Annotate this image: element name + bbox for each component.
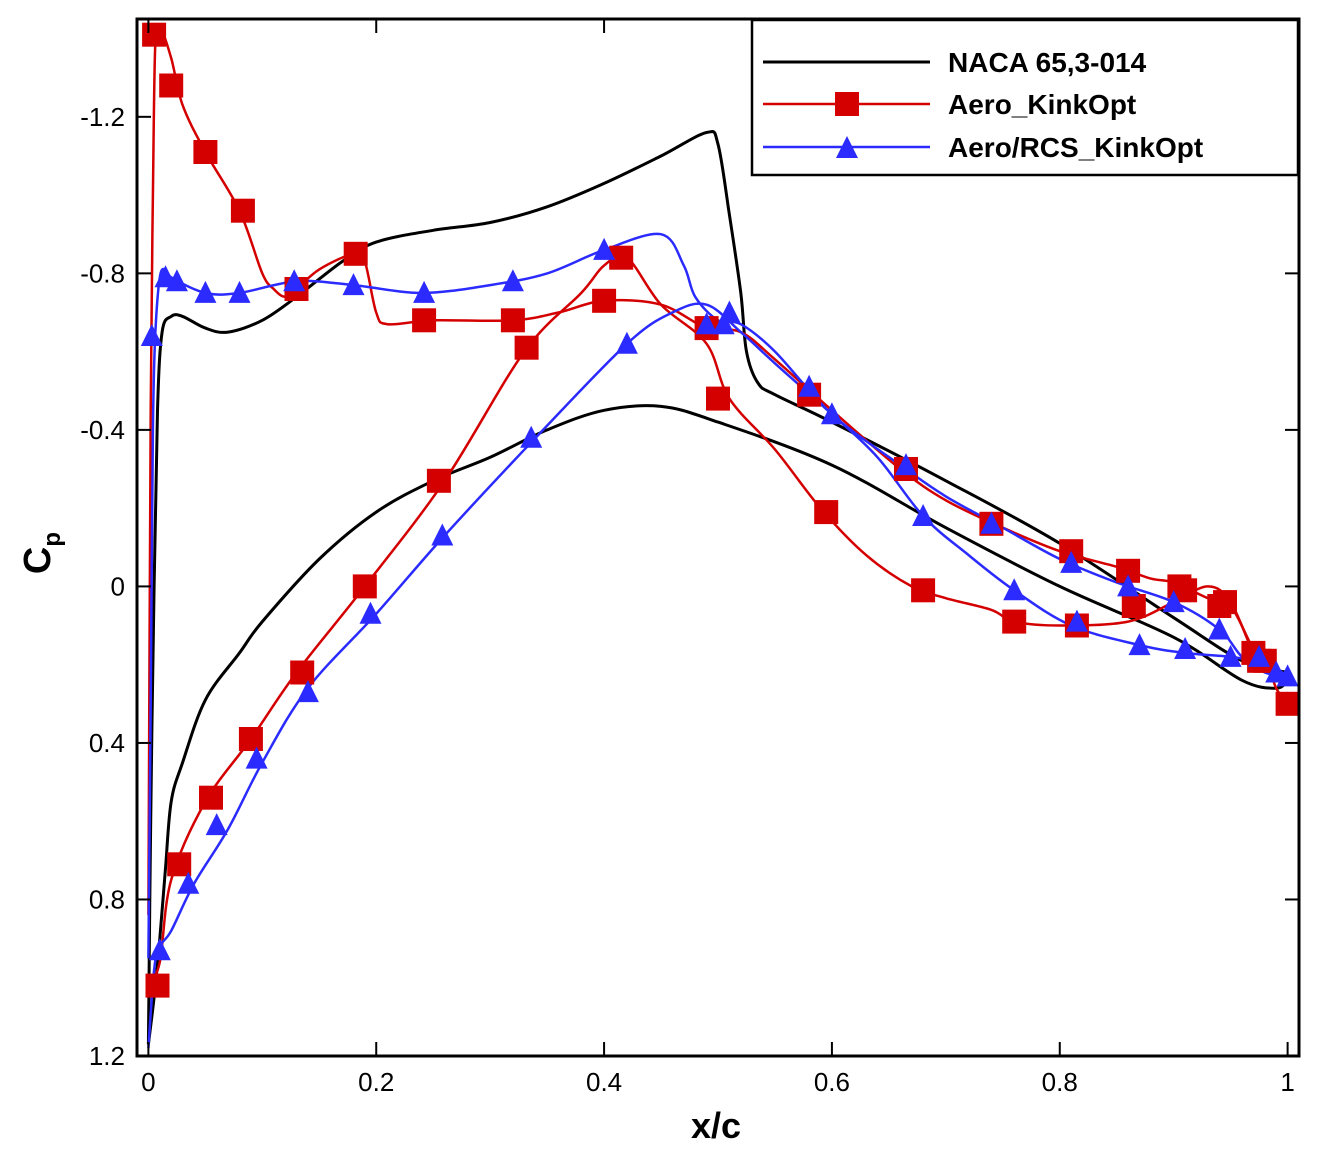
marker-aero-rcs-kinkopt xyxy=(895,453,917,476)
marker-aero-rcs-kinkopt xyxy=(140,324,163,346)
marker-aero-rcs-kinkopt xyxy=(1128,633,1151,656)
x-tick-label: 0.2 xyxy=(358,1067,394,1097)
marker-aero-kinkopt xyxy=(142,22,167,47)
marker-aero-kinkopt xyxy=(199,785,223,810)
y-tick-label: -0.4 xyxy=(80,415,125,445)
marker-aero-rcs-kinkopt xyxy=(296,680,319,703)
legend-marker-aero xyxy=(835,92,859,116)
marker-aero-rcs-kinkopt xyxy=(1248,644,1271,667)
marker-aero-kinkopt xyxy=(343,241,368,266)
series-naca-curve-lower xyxy=(146,404,1289,1045)
marker-aero-rcs-kinkopt xyxy=(359,601,382,624)
marker-aero-kinkopt xyxy=(290,660,315,685)
marker-aero-kinkopt xyxy=(352,574,377,599)
marker-aero-rcs-kinkopt xyxy=(520,425,543,448)
marker-aero-rcs-kinkopt xyxy=(205,813,228,836)
marker-aero-rcs-kinkopt xyxy=(413,280,436,303)
marker-aero-kinkopt xyxy=(145,973,170,998)
tick-layer: 0 0.2 0.4 0.6 0.8 1 -1.2 -0.8 -0.4 0 0.4 0.8 1.2 xyxy=(80,19,1299,1097)
marker-aero-rcs-kinkopt xyxy=(1219,644,1242,667)
marker-aero-rcs-kinkopt xyxy=(165,269,188,292)
legend: NACA 65,3-014 Aero_KinkOpt Aero/RCS_Kink… xyxy=(750,18,1300,177)
y-axis-title: Cp xyxy=(17,532,66,574)
marker-aero-rcs-kinkopt xyxy=(431,523,454,546)
marker-aero-rcs-kinkopt xyxy=(980,511,1003,534)
x-tick-label: 1 xyxy=(1280,1067,1294,1097)
marker-aero-kinkopt xyxy=(814,500,839,525)
legend-marker-aero-rcs xyxy=(836,136,858,158)
marker-aero-rcs-kinkopt xyxy=(228,280,251,303)
marker-aero-kinkopt xyxy=(230,198,255,223)
marker-aero-rcs-kinkopt xyxy=(593,237,616,260)
marker-aero-kinkopt xyxy=(426,468,451,493)
x-tick-label: 0.6 xyxy=(814,1067,850,1097)
marker-aero-kinkopt xyxy=(500,308,525,333)
marker-aero-rcs-kinkopt xyxy=(1208,617,1231,640)
x-axis-title: x/c xyxy=(691,1105,741,1146)
plot-frame xyxy=(135,17,1301,1058)
marker-aero-rcs-kinkopt xyxy=(1174,637,1197,659)
x-tick-label: 0 xyxy=(141,1067,155,1097)
marker-aero-kinkopt xyxy=(514,335,539,360)
marker-aero-rcs-kinkopt xyxy=(342,273,365,296)
marker-aero-rcs-kinkopt xyxy=(177,871,200,894)
y-tick-label: 0.8 xyxy=(89,884,125,914)
marker-aero-rcs-kinkopt xyxy=(712,312,735,335)
marker-aero-kinkopt xyxy=(1275,691,1300,716)
marker-aero-kinkopt xyxy=(193,140,218,164)
marker-layer xyxy=(140,22,1300,998)
marker-aero-rcs-kinkopt xyxy=(194,280,217,303)
marker-aero-kinkopt xyxy=(592,288,617,313)
marker-aero-rcs-kinkopt xyxy=(148,938,171,961)
marker-aero-rcs-kinkopt xyxy=(283,269,306,292)
marker-aero-rcs-kinkopt xyxy=(798,374,821,397)
marker-aero-rcs-kinkopt xyxy=(1276,664,1299,687)
x-tick-label: 0.4 xyxy=(586,1067,622,1097)
legend-label-aero: Aero_KinkOpt xyxy=(948,89,1136,120)
marker-aero-kinkopt xyxy=(1207,594,1232,618)
marker-aero-kinkopt xyxy=(1121,594,1146,618)
marker-aero-rcs-kinkopt xyxy=(501,269,524,292)
marker-aero-kinkopt xyxy=(1002,609,1027,634)
marker-aero-rcs-kinkopt xyxy=(245,746,268,769)
y-tick-label: -1.2 xyxy=(80,102,125,132)
marker-aero-kinkopt xyxy=(911,578,936,603)
marker-aero-rcs-kinkopt xyxy=(1065,609,1088,632)
marker-aero-rcs-kinkopt xyxy=(912,504,935,526)
marker-aero-kinkopt xyxy=(706,386,730,411)
marker-aero-rcs-kinkopt xyxy=(1117,574,1140,597)
marker-aero-kinkopt xyxy=(238,727,263,751)
x-tick-label: 0.8 xyxy=(1042,1067,1078,1097)
marker-aero-rcs-kinkopt xyxy=(1060,550,1083,573)
marker-aero-rcs-kinkopt xyxy=(615,331,638,354)
y-tick-label: -0.8 xyxy=(80,258,125,288)
marker-aero-rcs-kinkopt xyxy=(820,402,843,425)
marker-aero-rcs-kinkopt xyxy=(695,312,718,335)
y-axis-title-subscript: p xyxy=(39,532,66,547)
y-axis-title-main: C xyxy=(17,547,59,574)
legend-label-naca: NACA 65,3-014 xyxy=(948,47,1147,78)
marker-aero-rcs-kinkopt xyxy=(1003,578,1026,601)
marker-aero-kinkopt xyxy=(159,73,184,98)
marker-aero-rcs-kinkopt xyxy=(1162,590,1185,613)
y-tick-label: 1.2 xyxy=(89,1041,125,1071)
y-tick-label: 0 xyxy=(111,571,125,601)
marker-aero-kinkopt xyxy=(412,308,437,333)
svg-text:Cp: Cp xyxy=(17,532,66,574)
legend-label-aero-rcs: Aero/RCS_KinkOpt xyxy=(948,132,1203,163)
y-tick-label: 0.4 xyxy=(89,728,125,758)
marker-aero-kinkopt xyxy=(167,852,192,877)
series-naca-curve-upper xyxy=(146,130,1288,1045)
